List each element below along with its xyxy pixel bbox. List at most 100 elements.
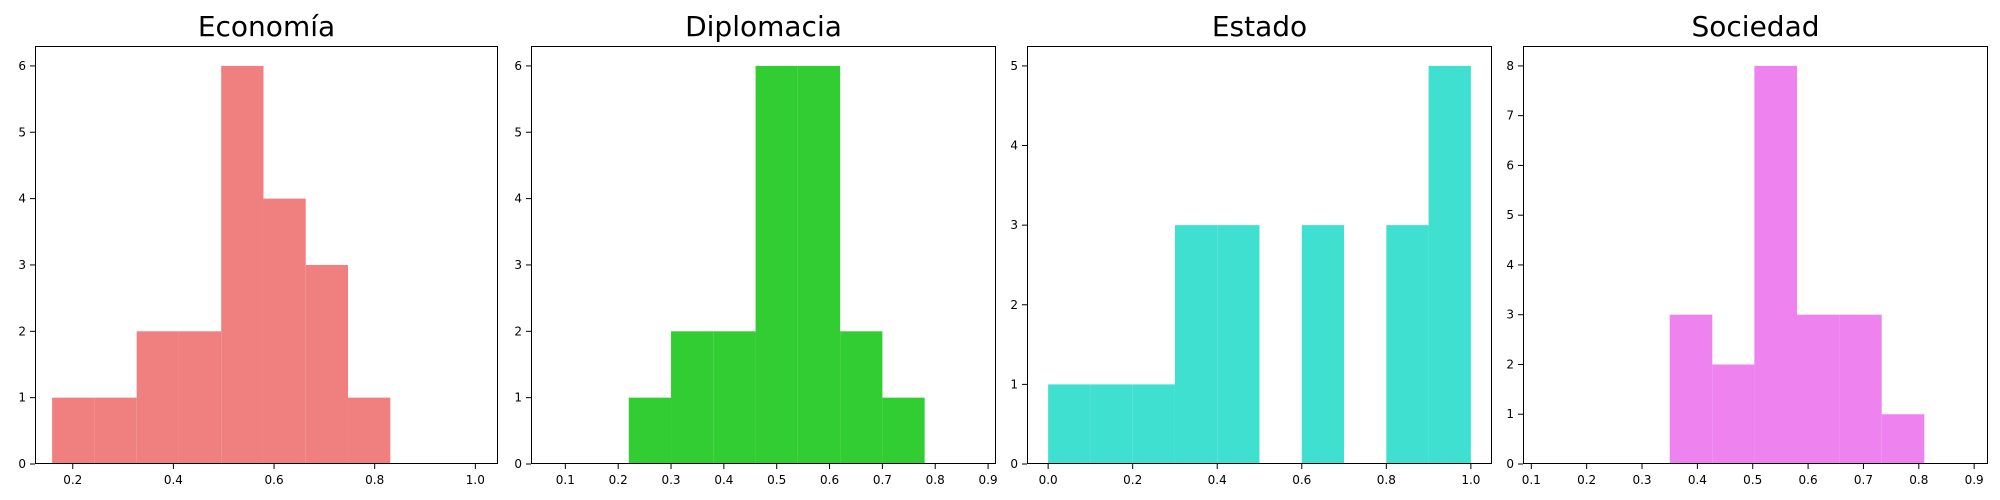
histogram-bar (1754, 65, 1798, 465)
histogram-bar (263, 198, 306, 464)
histogram-bar (1839, 314, 1882, 464)
x-tick-label: 0.1 (556, 473, 575, 487)
x-tick-label: 0.6 (820, 473, 839, 487)
histogram-bar (671, 331, 714, 464)
histogram-bar (797, 65, 841, 465)
x-tick-label: 1.0 (1461, 473, 1480, 487)
panel-title: Economía (198, 10, 335, 43)
histogram-bar (1048, 384, 1091, 464)
axes-frame (531, 46, 996, 464)
x-tick-label: 0.2 (1577, 473, 1596, 487)
histogram-bar (628, 397, 672, 464)
histogram-bar (1174, 225, 1218, 464)
axes-frame (1027, 46, 1492, 464)
histogram-bar (1090, 384, 1133, 464)
x-tick-label: 0.6 (265, 473, 284, 487)
x-tick-label: 0.2 (1123, 473, 1142, 487)
y-tick-label: 3 (514, 258, 522, 272)
y-tick-label: 5 (1506, 208, 1514, 222)
y-tick-label: 1 (1506, 407, 1514, 421)
x-tick-label: 0.1 (1522, 473, 1541, 487)
histogram-bar (52, 397, 95, 464)
histogram-bar (1386, 225, 1429, 464)
histogram-bar (1881, 414, 1925, 464)
x-tick-label: 0.9 (1965, 473, 1984, 487)
y-tick-label: 3 (18, 258, 26, 272)
x-tick-label: 0.4 (714, 473, 733, 487)
y-tick-label: 0 (1506, 457, 1514, 471)
histogram-bar (1712, 364, 1755, 464)
y-tick-label: 3 (1506, 308, 1514, 322)
histogram-bar (305, 264, 349, 464)
y-tick-label: 2 (514, 324, 522, 338)
x-tick-label: 0.4 (1688, 473, 1707, 487)
x-tick-label: 0.4 (1208, 473, 1227, 487)
histogram-bar (1217, 225, 1260, 464)
x-tick-label: 0.5 (1743, 473, 1762, 487)
x-tick-label: 0.2 (63, 473, 82, 487)
y-tick-label: 4 (514, 192, 522, 206)
panel-4: 0.1 0.2 0.3 0.4 0.5 0.6 0.7 0.8 0.9 0 1 2 3 4 5 6 7 8 Soci… (1506, 10, 1988, 487)
histogram-bar (94, 397, 137, 464)
y-tick-label: 1 (1010, 377, 1018, 391)
panel-2: 0.1 0.2 0.3 0.4 0.5 0.6 0.7 0.8 0.9 0 1 2 3 4 5 6 Diplom… (514, 10, 997, 487)
x-tick-label: 0.6 (1292, 473, 1311, 487)
axes-frame (1523, 46, 1988, 464)
panel-title: Diplomacia (685, 10, 842, 43)
histogram-bar (221, 65, 264, 465)
histogram-bar (178, 331, 222, 464)
y-tick-label: 5 (514, 125, 522, 139)
y-tick-label: 8 (1506, 59, 1514, 73)
x-tick-label: 0.2 (609, 473, 628, 487)
panel-title: Estado (1212, 10, 1307, 43)
y-tick-label: 0 (514, 457, 522, 471)
axes-frame (35, 46, 498, 464)
y-tick-label: 4 (1506, 258, 1514, 272)
x-tick-label: 0.8 (365, 473, 384, 487)
histogram-bar (1669, 314, 1713, 464)
histogram-bar (1301, 225, 1345, 464)
histogram-bar (348, 397, 391, 464)
y-tick-label: 6 (18, 59, 26, 73)
x-tick-label: 0.4 (164, 473, 183, 487)
histogram-bar (755, 65, 798, 465)
y-tick-label: 5 (1010, 59, 1018, 73)
x-tick-label: 0.5 (767, 473, 786, 487)
x-tick-label: 0.8 (1909, 473, 1928, 487)
y-tick-label: 7 (1506, 109, 1514, 123)
y-tick-label: 6 (1506, 158, 1514, 172)
x-tick-label: 0.7 (1854, 473, 1873, 487)
y-tick-label: 3 (1010, 218, 1018, 232)
panel-3: 0.0 0.2 0.4 0.6 0.8 1.0 0 1 2 3 4 5 Estado (1010, 10, 1492, 487)
y-tick-label: 4 (18, 192, 26, 206)
x-tick-label: 0.7 (873, 473, 892, 487)
y-tick-label: 4 (1010, 139, 1018, 153)
histogram-bar (1428, 65, 1471, 465)
x-tick-label: 0.6 (1799, 473, 1818, 487)
panel-title: Sociedad (1691, 10, 1819, 43)
y-tick-label: 2 (1506, 357, 1514, 371)
histogram-bar (1797, 314, 1840, 464)
x-tick-label: 0.8 (1377, 473, 1396, 487)
x-tick-label: 1.0 (466, 473, 485, 487)
x-tick-label: 0.3 (661, 473, 680, 487)
y-tick-label: 0 (18, 457, 26, 471)
histogram-bar (136, 331, 179, 464)
y-tick-label: 1 (18, 391, 26, 405)
y-tick-label: 6 (514, 59, 522, 73)
histogram-bar (1132, 384, 1175, 464)
y-tick-label: 5 (18, 125, 26, 139)
x-tick-label: 0.0 (1039, 473, 1058, 487)
histogram-bar (713, 331, 756, 464)
y-tick-label: 2 (1010, 298, 1018, 312)
histogram-bar (840, 331, 883, 464)
y-tick-label: 1 (514, 391, 522, 405)
y-tick-label: 2 (18, 324, 26, 338)
x-tick-label: 0.8 (926, 473, 945, 487)
histogram-bar (882, 397, 925, 464)
x-tick-label: 0.3 (1632, 473, 1651, 487)
y-tick-label: 0 (1010, 457, 1018, 471)
x-tick-label: 0.9 (979, 473, 998, 487)
panel-1: 0.2 0.4 0.6 0.8 1.0 0 1 2 3 4 5 6 Economía (18, 10, 498, 487)
